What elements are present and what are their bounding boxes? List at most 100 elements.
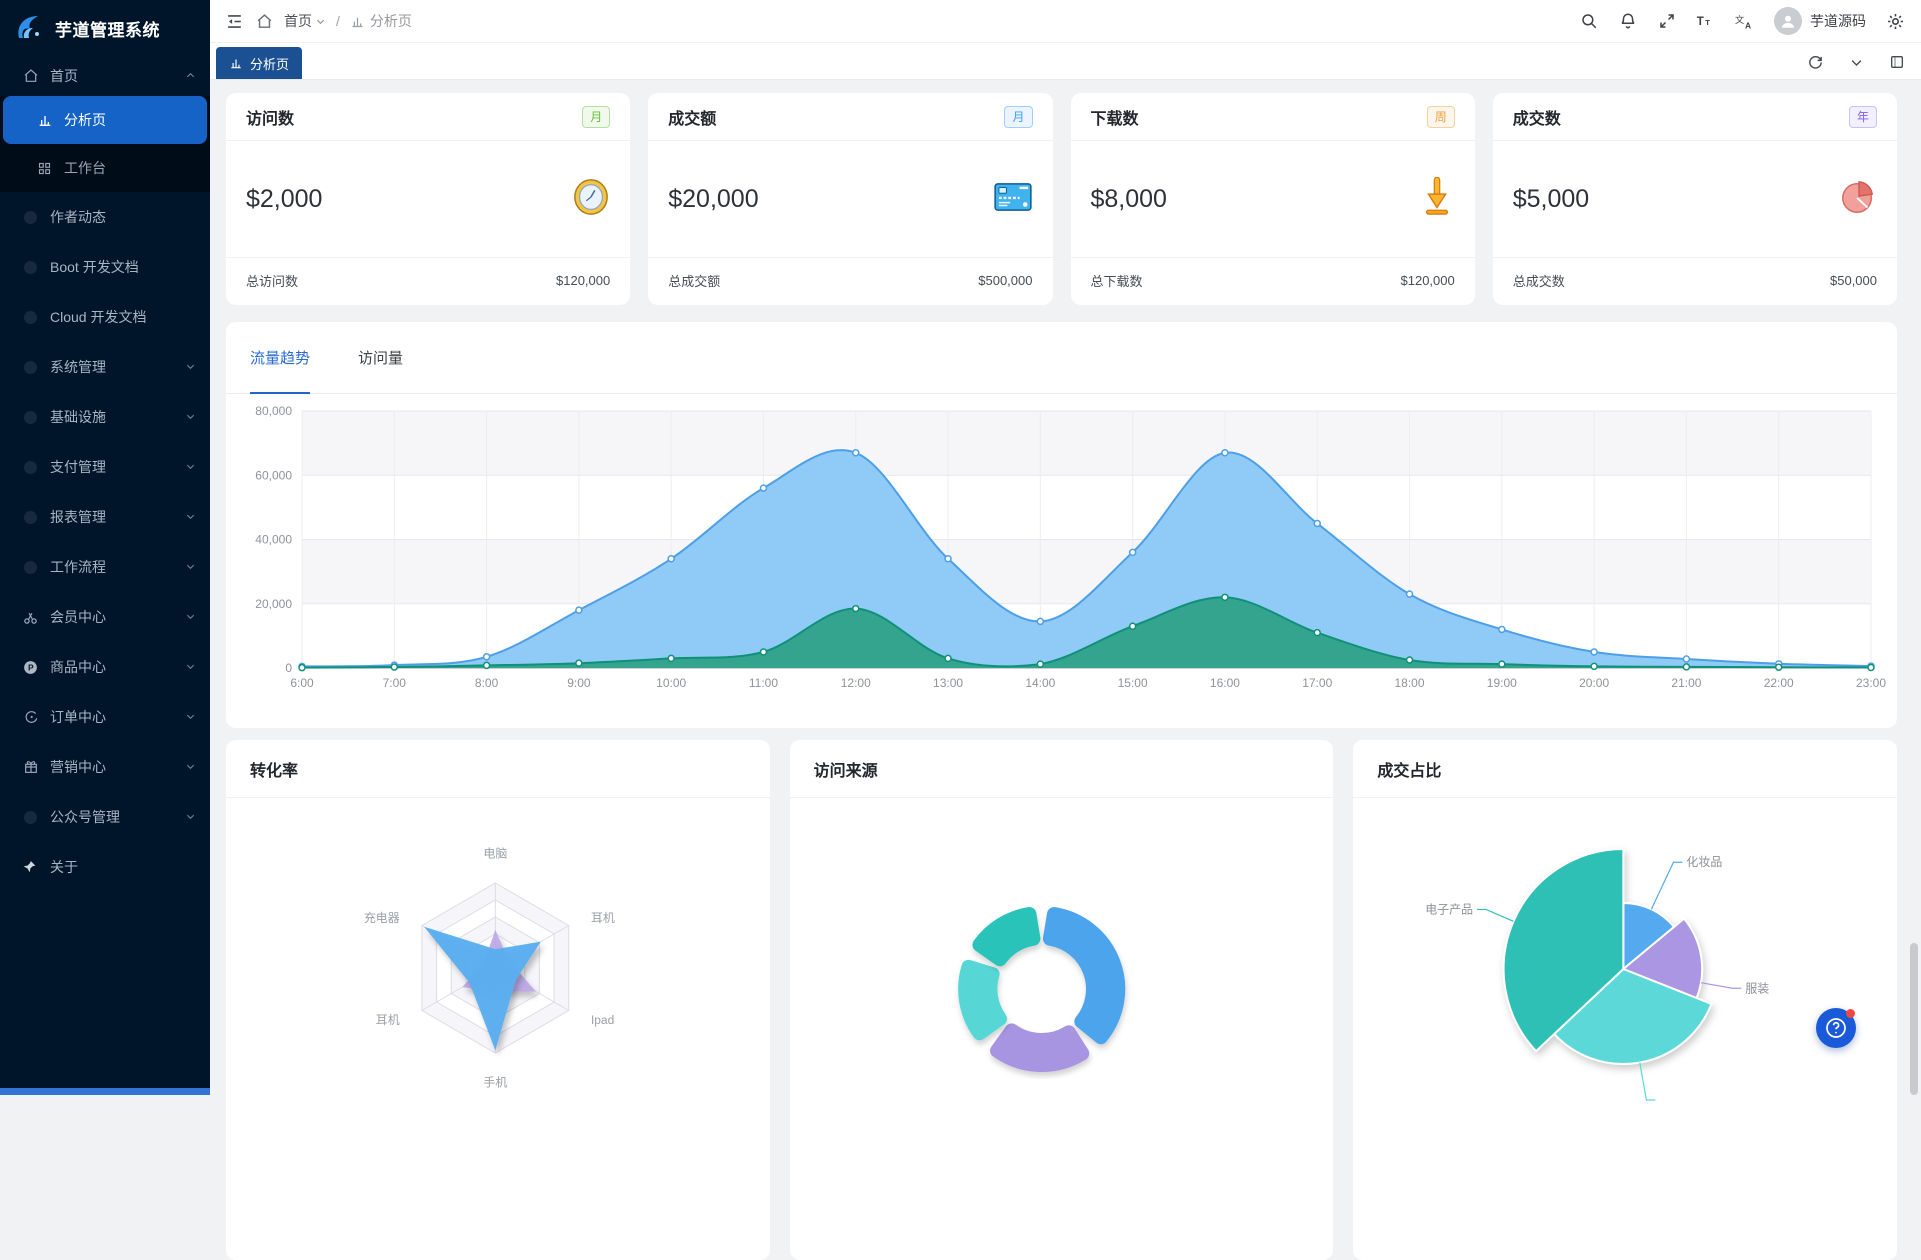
trend-tab-访问量[interactable]: 访问量 bbox=[358, 350, 404, 367]
chevron-down-icon bbox=[316, 19, 325, 24]
sidebar-item-label: 商品中心 bbox=[50, 659, 106, 675]
bank-card-icon bbox=[993, 181, 1033, 218]
sidebar-item-label: 分析页 bbox=[64, 112, 106, 128]
user-avatar[interactable] bbox=[1774, 7, 1802, 35]
dot-icon bbox=[22, 559, 39, 576]
sidebar-item-作者动态[interactable]: 作者动态 bbox=[0, 192, 210, 242]
visit-source-panel: 访问来源 bbox=[789, 740, 1334, 1260]
stat-footer-value: $50,000 bbox=[1830, 273, 1877, 288]
home-icon[interactable] bbox=[254, 11, 274, 31]
sidebar-item-分析页[interactable]: 分析页 bbox=[3, 96, 207, 144]
stat-value: $2,000 bbox=[246, 184, 323, 213]
sidebar-item-公众号管理[interactable]: 公众号管理 bbox=[0, 792, 210, 842]
sidebar-submenu: 分析页工作台 bbox=[0, 96, 210, 192]
svg-text:耳机: 耳机 bbox=[591, 911, 615, 925]
dot-icon bbox=[22, 409, 39, 426]
stat-period-badge: 月 bbox=[582, 105, 611, 128]
svg-text:18:00: 18:00 bbox=[1395, 676, 1425, 690]
sidebar-item-label: Boot 开发文档 bbox=[50, 259, 139, 275]
svg-text:80,000: 80,000 bbox=[255, 404, 292, 418]
chevron-down-icon bbox=[185, 509, 196, 525]
stat-footer-label: 总成交数 bbox=[1512, 274, 1565, 289]
sidebar-item-基础设施[interactable]: 基础设施 bbox=[0, 392, 210, 442]
sidebar-item-商品中心[interactable]: P 商品中心 bbox=[0, 642, 210, 692]
grid-icon bbox=[36, 160, 53, 177]
sidebar-item-营销中心[interactable]: 营销中心 bbox=[0, 742, 210, 792]
svg-text:Ipad: Ipad bbox=[591, 1013, 614, 1027]
fullscreen-icon[interactable] bbox=[1657, 11, 1677, 31]
chevron-down-icon bbox=[185, 659, 196, 675]
sidebar-item-Cloud 开发文档[interactable]: Cloud 开发文档 bbox=[0, 292, 210, 342]
sidebar-item-label: 订单中心 bbox=[50, 709, 106, 725]
logo-row[interactable]: 芋道管理系统 bbox=[0, 0, 210, 56]
sidebar-item-会员中心[interactable]: 会员中心 bbox=[0, 592, 210, 642]
chevron-down-icon bbox=[185, 409, 196, 425]
dot-icon bbox=[22, 459, 39, 476]
stat-card-下载数: 下载数 周 $8,000 总下载数 $120,000 bbox=[1070, 93, 1475, 305]
stat-period-badge: 周 bbox=[1426, 105, 1455, 128]
chevron-down-icon[interactable] bbox=[1846, 52, 1866, 72]
svg-text:P: P bbox=[28, 662, 34, 672]
dot-icon bbox=[22, 309, 39, 326]
user-name[interactable]: 芋道源码 bbox=[1810, 13, 1866, 29]
sidebar-item-报表管理[interactable]: 报表管理 bbox=[0, 492, 210, 542]
stat-card-title: 成交额 bbox=[668, 110, 717, 128]
sidebar-item-支付管理[interactable]: 支付管理 bbox=[0, 442, 210, 492]
maximize-icon[interactable] bbox=[1887, 52, 1907, 72]
sidebar-item-订单中心[interactable]: 订单中心 bbox=[0, 692, 210, 742]
dot-icon bbox=[22, 809, 39, 826]
pin-icon bbox=[22, 859, 39, 876]
stat-card-访问数: 访问数 月 $2,000 总访问数 $120,000 bbox=[226, 93, 631, 305]
refresh-icon[interactable] bbox=[1805, 52, 1825, 72]
sidebar-item-label: Cloud 开发文档 bbox=[50, 309, 147, 325]
chevron-down-icon bbox=[185, 759, 196, 775]
settings-gear-icon[interactable] bbox=[1885, 11, 1905, 31]
svg-text:15:00: 15:00 bbox=[1118, 676, 1148, 690]
svg-text:T: T bbox=[1705, 18, 1710, 27]
svg-text:12:00: 12:00 bbox=[841, 676, 871, 690]
panel-title: 转化率 bbox=[226, 740, 770, 798]
svg-text:7:00: 7:00 bbox=[383, 676, 407, 690]
sidebar-item-工作流程[interactable]: 工作流程 bbox=[0, 542, 210, 592]
stat-value: $5,000 bbox=[1512, 184, 1590, 213]
sidebar-item-首页[interactable]: 首页 bbox=[0, 56, 210, 96]
stat-card-成交额: 成交额 月 $20,000 总成交额 $500,000 bbox=[648, 93, 1053, 305]
svg-text:40,000: 40,000 bbox=[255, 533, 292, 547]
notification-bell-icon[interactable] bbox=[1618, 11, 1638, 31]
download-icon bbox=[1419, 176, 1455, 222]
stat-period-badge: 月 bbox=[1004, 105, 1033, 128]
svg-text:电脑: 电脑 bbox=[483, 847, 507, 861]
breadcrumb-separator: / bbox=[336, 13, 340, 29]
page-scrollbar-thumb[interactable] bbox=[1910, 943, 1918, 1095]
breadcrumb-home[interactable]: 首页 bbox=[284, 11, 326, 31]
page-content: 访问数 月 $2,000 总访问数 $120,000 成交额 月 $20,000… bbox=[226, 80, 1898, 1260]
pie-icon bbox=[1839, 178, 1877, 221]
sidebar-item-label: 作者动态 bbox=[50, 209, 106, 225]
svg-text:手机: 手机 bbox=[483, 1075, 507, 1089]
trend-tab-流量趋势[interactable]: 流量趋势 bbox=[250, 322, 311, 394]
stat-footer-label: 总下载数 bbox=[1090, 274, 1143, 289]
deal-share-panel: 成交占比 化妆品 服装 电子产品 bbox=[1353, 740, 1898, 1260]
sidebar-item-系统管理[interactable]: 系统管理 bbox=[0, 342, 210, 392]
collapse-sidebar-icon[interactable] bbox=[224, 11, 244, 31]
sidebar-item-工作台[interactable]: 工作台 bbox=[0, 144, 210, 192]
stat-footer-label: 总成交额 bbox=[668, 274, 721, 289]
search-icon[interactable] bbox=[1579, 11, 1599, 31]
svg-text:23:00: 23:00 bbox=[1856, 676, 1886, 690]
tab-analysis-page[interactable]: 分析页 bbox=[216, 47, 303, 79]
chevron-down-icon bbox=[185, 609, 196, 625]
chevron-down-icon bbox=[185, 809, 196, 825]
sidebar-item-Boot 开发文档[interactable]: Boot 开发文档 bbox=[0, 242, 210, 292]
notification-dot bbox=[1846, 1009, 1855, 1018]
svg-text:17:00: 17:00 bbox=[1302, 676, 1332, 690]
sidebar-item-关于[interactable]: 关于 bbox=[0, 842, 210, 892]
chevron-down-icon bbox=[185, 709, 196, 725]
dot-icon bbox=[22, 209, 39, 226]
chevron-down-icon bbox=[185, 359, 196, 375]
question-mark-icon bbox=[1826, 1018, 1846, 1038]
help-fab-button[interactable] bbox=[1816, 1008, 1856, 1048]
